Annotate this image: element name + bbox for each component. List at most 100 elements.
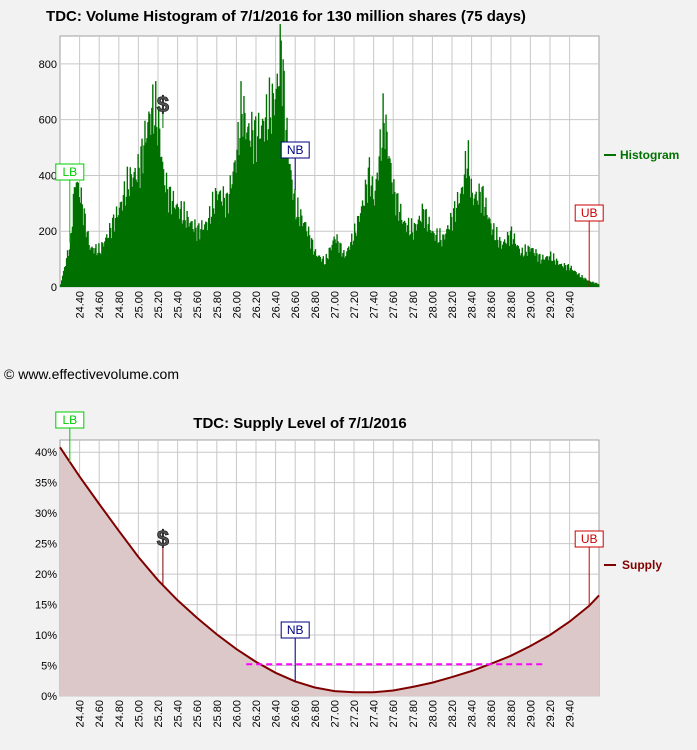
histogram-bar bbox=[264, 117, 267, 287]
histogram-bar bbox=[490, 223, 492, 287]
histogram-bar bbox=[357, 216, 360, 287]
lb-marker-label: LB bbox=[62, 165, 77, 179]
histogram-bar bbox=[498, 247, 500, 287]
histogram-bar bbox=[542, 254, 544, 287]
histogram-bar bbox=[223, 197, 226, 287]
histogram-bar bbox=[456, 191, 459, 287]
histogram-bar bbox=[455, 207, 458, 287]
x-tick-label: 26.60 bbox=[290, 700, 302, 728]
histogram-bar bbox=[196, 240, 198, 287]
histogram-bar bbox=[262, 120, 265, 287]
ub-marker-supply-label: UB bbox=[581, 532, 598, 546]
histogram-bar bbox=[579, 277, 581, 287]
histogram-bar bbox=[536, 253, 538, 287]
histogram-bar bbox=[586, 280, 588, 287]
histogram-bar bbox=[597, 284, 599, 287]
histogram-bar bbox=[127, 189, 129, 287]
supply-area-fill bbox=[60, 447, 599, 696]
histogram-bar bbox=[527, 245, 529, 287]
histogram-bar bbox=[594, 283, 596, 287]
histogram-bar bbox=[426, 231, 428, 287]
histogram-bar bbox=[118, 207, 121, 287]
histogram-bar bbox=[412, 239, 415, 287]
histogram-bar bbox=[62, 270, 65, 287]
histogram-bar bbox=[69, 233, 72, 287]
histogram-bar bbox=[519, 255, 521, 287]
x-tick-label: 26.20 bbox=[251, 700, 263, 728]
histogram-bar bbox=[198, 223, 200, 287]
histogram-bar bbox=[210, 216, 213, 287]
histogram-bar bbox=[564, 265, 567, 287]
histogram-bar bbox=[181, 223, 183, 287]
histogram-bar bbox=[469, 197, 472, 287]
histogram-bar bbox=[423, 228, 425, 287]
histogram-bar bbox=[151, 107, 153, 287]
ub-marker-box bbox=[574, 204, 604, 222]
histogram-bar bbox=[229, 175, 231, 287]
histogram-bar bbox=[371, 176, 374, 287]
histogram-bar bbox=[414, 224, 417, 287]
histogram-bar bbox=[271, 83, 274, 287]
histogram-bar bbox=[354, 232, 357, 287]
histogram-bar bbox=[135, 179, 137, 287]
histogram-bar bbox=[503, 239, 506, 287]
histogram-bar bbox=[514, 243, 517, 287]
histogram-bar bbox=[534, 255, 536, 287]
histogram-bar bbox=[442, 234, 444, 287]
supply-legend-label: Supply bbox=[622, 558, 662, 572]
histogram-bar bbox=[187, 217, 189, 287]
histogram-bar bbox=[499, 236, 501, 287]
x-tick-label: 27.40 bbox=[369, 291, 381, 319]
histogram-bar bbox=[381, 147, 383, 287]
histogram-bar bbox=[145, 142, 147, 287]
histogram-bar bbox=[77, 182, 80, 287]
histogram-bar bbox=[505, 244, 508, 287]
histogram-bar bbox=[260, 125, 263, 287]
histogram-bar bbox=[256, 136, 259, 287]
histogram-bar bbox=[571, 269, 573, 287]
histogram-bar bbox=[563, 263, 566, 287]
x-tick-label: 26.00 bbox=[231, 291, 243, 319]
histogram-bar bbox=[96, 255, 98, 287]
histogram-bar bbox=[195, 227, 197, 287]
histogram-bar bbox=[452, 208, 455, 287]
histogram-bar bbox=[139, 188, 141, 287]
histogram-bar bbox=[186, 210, 188, 287]
histogram-bar bbox=[252, 130, 254, 287]
lb-marker-supply-label: LB bbox=[62, 413, 77, 427]
histogram-bar bbox=[143, 145, 145, 287]
histogram-bar bbox=[487, 219, 489, 287]
histogram-bar bbox=[382, 93, 384, 287]
nb-marker-box bbox=[280, 141, 310, 159]
histogram-bar bbox=[233, 162, 235, 287]
histogram-bar bbox=[83, 208, 85, 287]
histogram-bar bbox=[182, 220, 184, 287]
y-tick-label: 15% bbox=[35, 600, 57, 612]
histogram-bar bbox=[472, 205, 474, 287]
histogram-bar bbox=[427, 224, 429, 287]
x-tick-label: 25.40 bbox=[173, 291, 185, 319]
histogram-bar bbox=[513, 233, 516, 287]
histogram-bar bbox=[582, 277, 584, 287]
histogram-bar bbox=[368, 157, 371, 287]
histogram-bar bbox=[176, 203, 178, 287]
histogram-bar bbox=[337, 241, 339, 287]
histogram-bar bbox=[551, 260, 554, 287]
histogram-bar bbox=[193, 232, 195, 287]
histogram-bar bbox=[493, 223, 495, 287]
histogram-bar bbox=[257, 112, 260, 288]
histogram-bar bbox=[363, 206, 366, 287]
histogram-bar bbox=[404, 222, 407, 287]
histogram-bar bbox=[131, 186, 133, 287]
histogram-bar bbox=[537, 261, 539, 287]
histogram-bar bbox=[348, 246, 350, 287]
x-tick-label: 26.80 bbox=[310, 291, 322, 319]
histogram-bar bbox=[375, 178, 377, 287]
histogram-bar bbox=[497, 239, 499, 287]
histogram-bar bbox=[305, 231, 308, 287]
x-tick-label: 27.20 bbox=[349, 291, 361, 319]
histogram-bar bbox=[351, 233, 353, 287]
histogram-bar bbox=[439, 228, 441, 287]
histogram-bar bbox=[290, 170, 292, 287]
